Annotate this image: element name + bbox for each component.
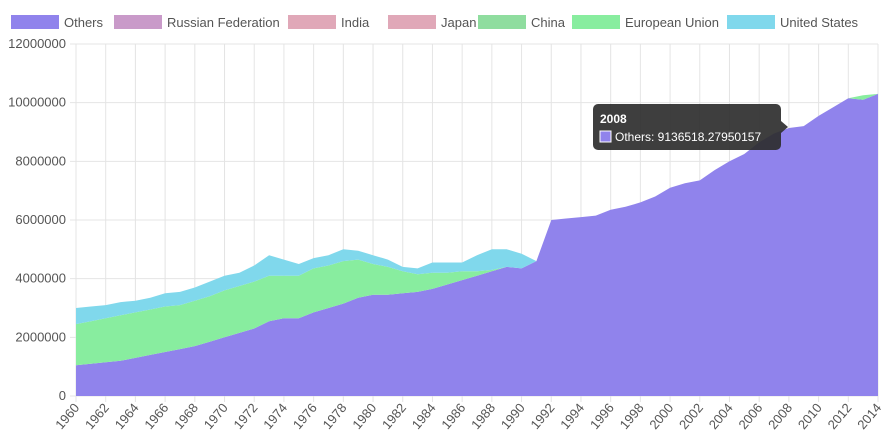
tooltip-title: 2008 xyxy=(600,112,627,126)
legend-label-japan: Japan xyxy=(441,15,476,30)
legend-swatch-united-states xyxy=(727,15,775,29)
legend-swatch-japan xyxy=(388,15,436,29)
legend-label-russian-federation: Russian Federation xyxy=(167,15,280,30)
x-tick-label: 2010 xyxy=(795,400,825,432)
tooltip: 2008 Others: 9136518.27950157 xyxy=(593,104,788,150)
legend-swatch-india xyxy=(288,15,336,29)
x-tick-label: 1972 xyxy=(230,400,260,432)
x-tick-label: 2008 xyxy=(765,400,795,432)
legend-label-others: Others xyxy=(64,15,104,30)
legend-swatch-european-union xyxy=(572,15,620,29)
legend-label-india: India xyxy=(341,15,370,30)
x-tick-label: 1968 xyxy=(171,400,201,432)
legend-label-united-states: United States xyxy=(780,15,859,30)
legend: Others Russian Federation India Japan China E… xyxy=(11,15,859,30)
legend-swatch-others xyxy=(11,15,59,29)
x-tick-label: 1960 xyxy=(52,400,82,432)
x-tick-label: 1990 xyxy=(498,400,528,432)
tooltip-label: Others: 9136518.27950157 xyxy=(615,130,761,144)
plot-area xyxy=(76,93,878,397)
y-tick-label: 0 xyxy=(59,388,66,403)
x-tick-label: 1966 xyxy=(141,400,171,432)
x-tick-label: 1982 xyxy=(379,400,409,432)
x-tick-label: 1970 xyxy=(201,400,231,432)
x-tick-label: 1978 xyxy=(320,400,350,432)
area-united-states xyxy=(76,93,878,325)
x-tick-label: 2014 xyxy=(854,400,884,432)
y-tick-label: 2000000 xyxy=(15,329,66,344)
legend-swatch-russian-federation xyxy=(114,15,162,29)
x-tick-label: 2000 xyxy=(646,400,676,432)
x-tick-label: 1962 xyxy=(82,400,112,432)
x-tick-label: 1994 xyxy=(557,400,587,432)
x-tick-label: 2012 xyxy=(825,400,855,432)
tooltip-swatch xyxy=(599,130,612,143)
area-european-union xyxy=(76,93,878,366)
area-others xyxy=(76,93,878,397)
x-tick-label: 1976 xyxy=(290,400,320,432)
x-tick-label: 1988 xyxy=(468,400,498,432)
x-axis: 1960 1962 1964 1966 1968 1970 1972 1974 1976 1978… xyxy=(52,400,884,432)
tooltip-caret xyxy=(781,121,788,133)
y-tick-label: 10000000 xyxy=(8,95,66,110)
legend-swatch-china xyxy=(478,15,526,29)
legend-label-china: China xyxy=(531,15,566,30)
x-tick-label: 1980 xyxy=(349,400,379,432)
legend-label-european-union: European Union xyxy=(625,15,719,30)
x-tick-label: 1986 xyxy=(438,400,468,432)
x-tick-label: 2004 xyxy=(706,400,736,432)
x-tick-label: 1998 xyxy=(617,400,647,432)
x-tick-label: 1964 xyxy=(112,400,142,432)
x-tick-label: 1992 xyxy=(527,400,557,432)
x-tick-label: 1974 xyxy=(260,400,290,432)
x-tick-label: 2006 xyxy=(735,400,765,432)
x-tick-label: 2002 xyxy=(676,400,706,432)
y-tick-label: 6000000 xyxy=(15,212,66,227)
y-axis: 0 2000000 4000000 6000000 8000000 10000000 120… xyxy=(8,36,66,403)
y-tick-label: 8000000 xyxy=(15,153,66,168)
x-tick-label: 1984 xyxy=(409,400,439,432)
y-tick-label: 12000000 xyxy=(8,36,66,51)
y-tick-label: 4000000 xyxy=(15,271,66,286)
tooltip-box xyxy=(593,104,781,150)
x-tick-label: 1996 xyxy=(587,400,617,432)
